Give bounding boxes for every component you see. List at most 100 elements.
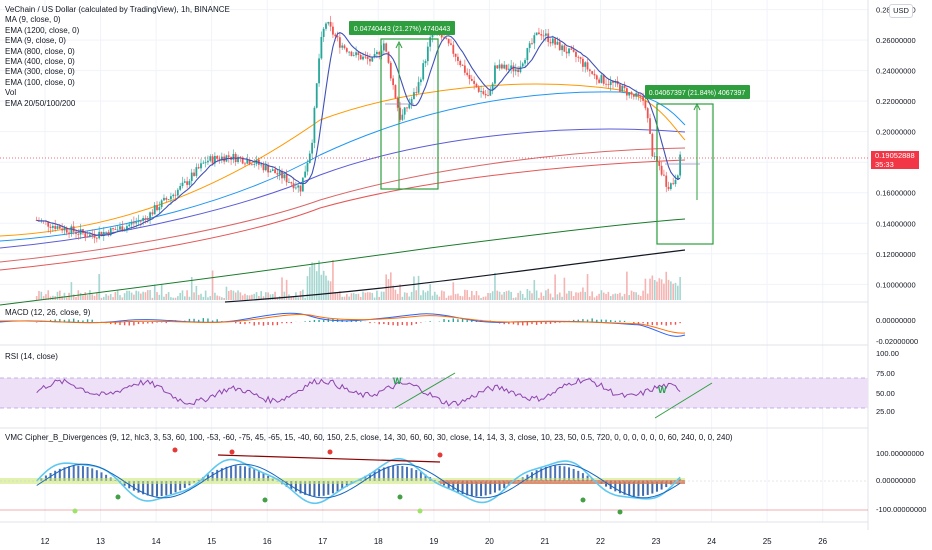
volume-bar xyxy=(283,291,286,300)
volume-bar xyxy=(524,297,526,300)
indicator-item[interactable]: EMA (800, close, 0) xyxy=(5,46,75,56)
candle-body xyxy=(142,218,145,221)
macd-hist-bar xyxy=(559,322,561,323)
candle-body xyxy=(121,226,124,232)
moving-averages xyxy=(0,83,686,306)
volume-bar xyxy=(346,294,348,300)
volume-bar xyxy=(410,291,413,300)
volume-bar xyxy=(420,295,422,300)
volume-bar xyxy=(339,291,341,300)
macd-hist-bar xyxy=(651,322,654,326)
vmc-label[interactable]: VMC Cipher_B_Divergences (9, 12, hlc3, 3… xyxy=(5,433,733,442)
volume-bar xyxy=(146,290,149,300)
macd-hist-bar xyxy=(466,320,468,322)
volume-bar xyxy=(281,277,283,300)
macd-hist-bar xyxy=(77,320,80,322)
volume-bar xyxy=(533,280,536,300)
indicator-item[interactable]: EMA (1200, close, 0) xyxy=(5,25,80,35)
candle-body xyxy=(343,45,346,49)
indicator-item[interactable]: EMA (400, close, 0) xyxy=(5,57,75,67)
time-axis[interactable]: 12 13 14 15 16 17 18 19 20 21 22 23 24 25 26 xyxy=(41,537,828,546)
indicator-item[interactable]: MA (9, close, 0) xyxy=(5,15,61,25)
vmc-fill-bar xyxy=(503,481,506,489)
indicator-item[interactable]: Vol xyxy=(5,88,17,98)
macd-hist-bar xyxy=(637,322,640,325)
volume-bar xyxy=(454,294,457,300)
candle-body xyxy=(172,194,175,197)
volume-bar xyxy=(200,293,202,300)
volume-bar xyxy=(253,293,256,300)
candle-body xyxy=(651,133,654,157)
rsi-pane: W W xyxy=(0,372,868,419)
candle-body xyxy=(382,43,385,51)
volume-bar xyxy=(102,296,105,300)
vmc-fill-bar xyxy=(577,470,580,481)
vmc-fill-bar xyxy=(308,481,311,496)
candle-body xyxy=(329,21,332,27)
macd-hist-bar xyxy=(147,322,149,324)
candle-body xyxy=(86,236,89,238)
macd-hist-bar xyxy=(244,322,246,325)
macd-hist-bar xyxy=(577,319,579,322)
volume-bar xyxy=(468,297,471,300)
volume-bar xyxy=(204,290,207,300)
volume-bar xyxy=(542,295,545,300)
price-axis[interactable]: 0.280000000.260000000.240000000.22000000… xyxy=(876,6,926,514)
volume-bar xyxy=(190,277,193,300)
measure-box-1[interactable]: 0.04740443 (21.27%) 4740443 xyxy=(349,21,455,190)
candle-body xyxy=(193,172,195,176)
volume-bar xyxy=(82,295,84,300)
volume-bar xyxy=(276,297,279,300)
volume-bar xyxy=(65,297,68,300)
indicator-item[interactable]: EMA (100, close, 0) xyxy=(5,77,75,87)
vmc-dot xyxy=(262,497,268,503)
macd-hist-bar xyxy=(679,322,681,324)
time-tick: 25 xyxy=(763,537,772,546)
volume-bar xyxy=(466,290,468,300)
volume-bar xyxy=(392,285,394,300)
volume-bar xyxy=(674,282,677,300)
candle-body xyxy=(637,93,640,96)
volume-bar xyxy=(151,297,154,300)
time-tick: 12 xyxy=(41,537,50,546)
candle-body xyxy=(362,56,364,60)
vmc-fill-bar xyxy=(632,481,635,497)
candle-body xyxy=(542,35,545,37)
volume-bar xyxy=(383,291,385,300)
volume-bar xyxy=(508,290,510,300)
macd-label[interactable]: MACD (12, 26, close, 9) xyxy=(5,308,91,317)
volume-bar xyxy=(334,291,337,300)
measure-box-2[interactable]: 0.04067397 (21.84%) 4067397 xyxy=(645,85,750,245)
macd-hist-bar xyxy=(128,322,130,326)
symbol-title[interactable]: VeChain / US Dollar (calculated by Tradi… xyxy=(5,5,230,14)
volume-bar xyxy=(575,292,577,300)
candle-body xyxy=(457,56,459,61)
vmc-dot xyxy=(397,494,403,500)
vmc-money-flow-fill xyxy=(0,465,685,497)
candle-body xyxy=(100,231,103,236)
indicator-item[interactable]: EMA 20/50/100/200 xyxy=(5,98,76,108)
rsi-label[interactable]: RSI (14, close) xyxy=(5,352,58,361)
volume-bar xyxy=(130,292,133,300)
vmc-fill-bar xyxy=(294,481,297,492)
vmc-fill-bar xyxy=(484,481,487,496)
volume-bar xyxy=(642,290,644,300)
volume-bar xyxy=(496,290,499,300)
candle-body xyxy=(639,95,642,97)
volume-bar xyxy=(72,294,75,300)
currency-badge[interactable]: USD xyxy=(889,4,913,18)
candle-body xyxy=(505,64,508,70)
macd-hist-bar xyxy=(623,320,626,322)
indicator-item[interactable]: EMA (300, close, 0) xyxy=(5,67,75,77)
volume-bar xyxy=(304,297,306,300)
vmc-dot xyxy=(115,494,121,500)
candle-body xyxy=(544,33,547,36)
macd-hist-bar xyxy=(110,322,112,325)
indicator-item[interactable]: EMA (9, close, 0) xyxy=(5,36,66,46)
candle-body xyxy=(130,222,133,225)
candle-body xyxy=(112,228,114,230)
macd-hist-bar xyxy=(614,320,617,322)
volume-bar xyxy=(519,290,522,300)
volume-bar xyxy=(98,274,100,300)
